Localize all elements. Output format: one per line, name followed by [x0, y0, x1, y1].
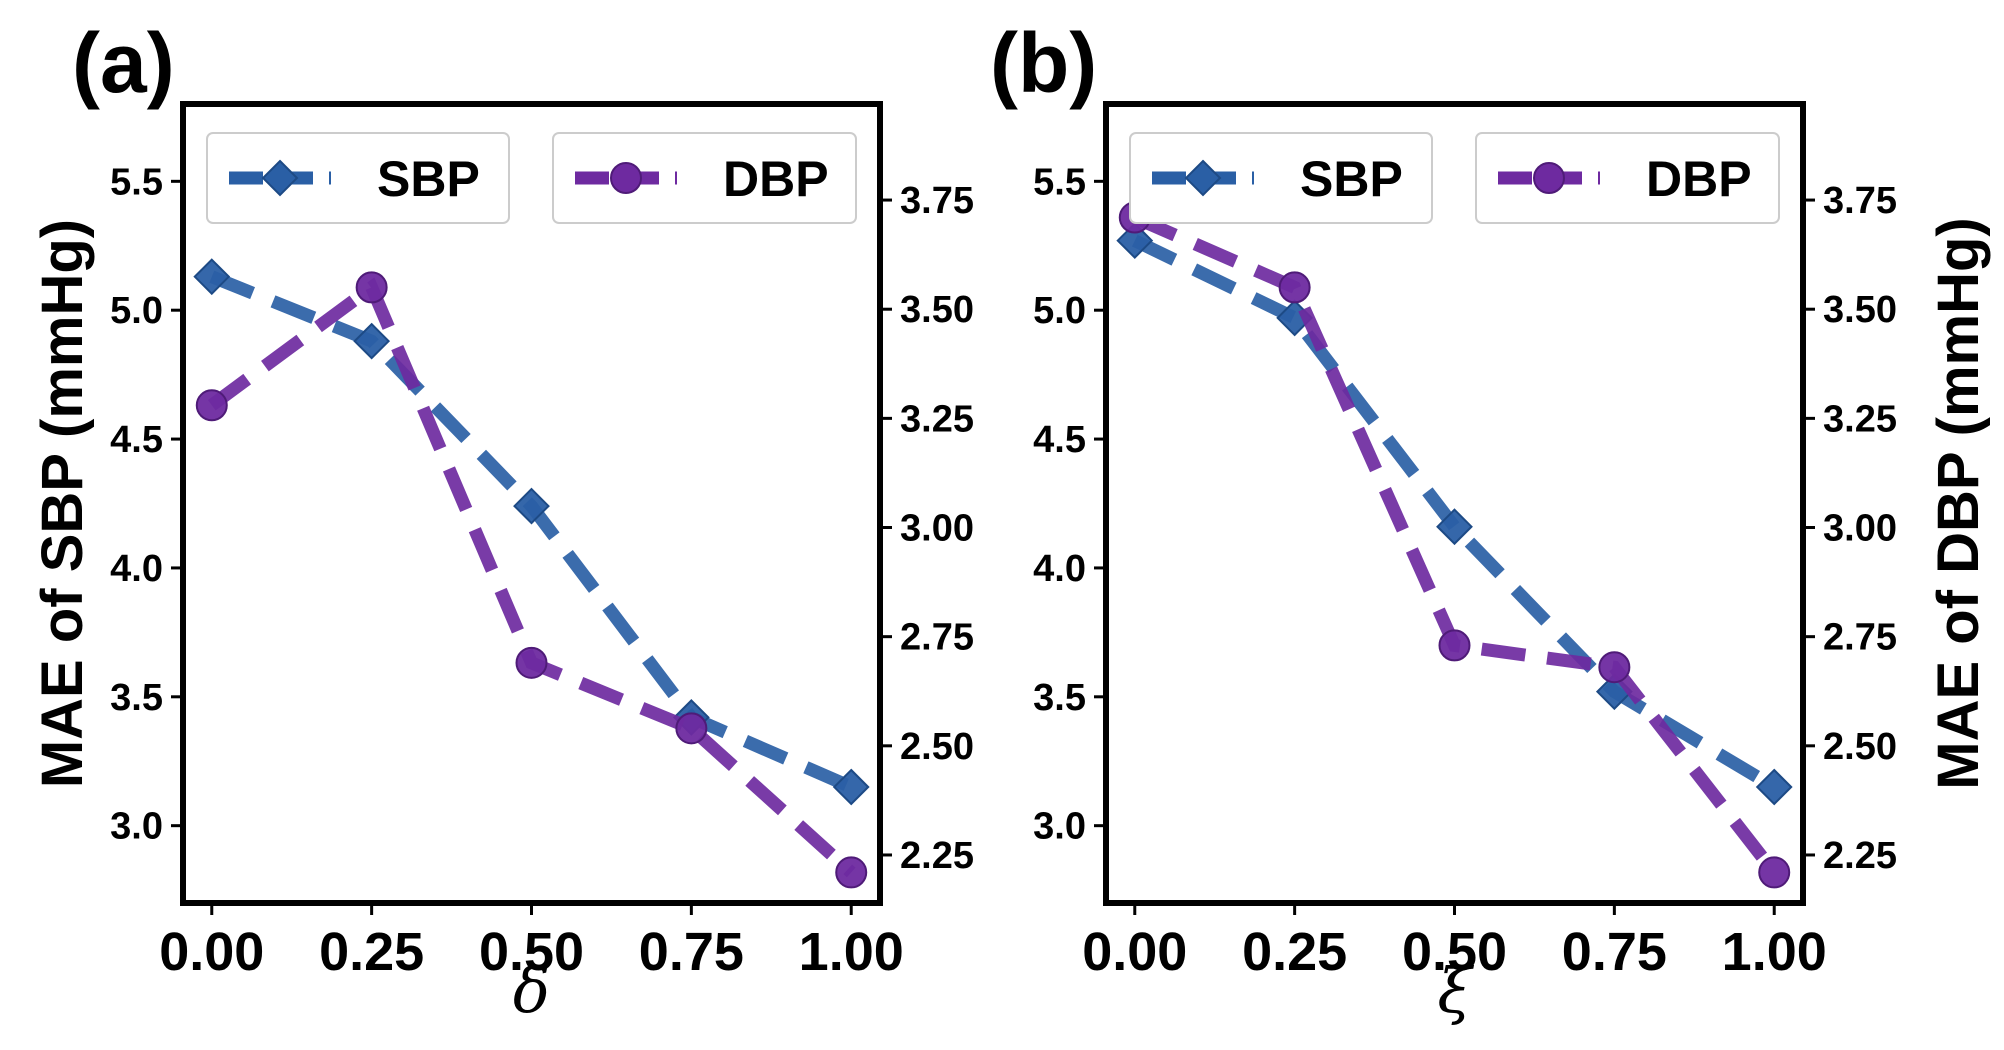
panel-label: (a) [72, 16, 175, 110]
data-point-sbp [832, 768, 870, 806]
y-left-tick-label: 4.5 [1033, 419, 1086, 461]
y-right-tick-label: 2.50 [900, 726, 974, 768]
legend-box-sbp [1129, 132, 1433, 224]
y-left-tick-label: 3.5 [110, 677, 163, 719]
legend-box-sbp [206, 132, 510, 224]
x-tick-label: 0.25 [1242, 922, 1347, 982]
y-left-tick-label: 5.5 [1033, 161, 1086, 203]
x-tick-label: 0.00 [159, 922, 264, 982]
data-point-dbp [675, 712, 708, 745]
data-point-sbp [353, 322, 391, 360]
y-right-tick-label: 3.50 [900, 289, 974, 331]
plot-frame [1103, 101, 1806, 906]
y-left-tick-label: 4.0 [1033, 548, 1086, 590]
y-right-tick-label: 3.00 [900, 508, 974, 550]
y-left-tick-label: 5.0 [1033, 290, 1086, 332]
legend-label-sbp: SBP [377, 151, 480, 207]
y-right-tick-label: 3.50 [1823, 289, 1897, 331]
y-right-tick-label: 3.25 [900, 398, 974, 440]
data-point-dbp [1438, 629, 1471, 662]
legend-label-sbp: SBP [1300, 151, 1403, 207]
y-left-tick-label: 5.5 [110, 161, 163, 203]
legend-label-dbp: DBP [1646, 151, 1752, 207]
panel-a: (a) 3.0 3.5 4.0 4.5 5.0 5.5 2.25 2.50 2.75 3.00 3.2… [30, 16, 974, 1027]
x-tick-label: 0.50 [1402, 922, 1507, 982]
y-right-tick-label: 2.50 [1823, 726, 1897, 768]
data-point-dbp [1598, 651, 1631, 684]
data-point-dbp [1278, 271, 1311, 304]
y-left-tick-label: 4.0 [110, 548, 163, 590]
y-axis-label-right: MAE of DBP (mmHg) [1926, 217, 1991, 789]
y-right-tick-label: 2.25 [900, 835, 974, 877]
y-right-tick-label: 2.75 [900, 617, 974, 659]
data-point-sbp [1116, 222, 1154, 260]
series-line-dbp [207, 277, 856, 878]
legend-label-dbp: DBP [723, 151, 829, 207]
data-point-sbp [1436, 508, 1473, 546]
legend-box-dbp [1475, 132, 1780, 224]
legend-marker-diamond [1184, 159, 1222, 197]
panel-b: (b) 3.0 3.5 4.0 4.5 5.0 5.5 2.25 2.50 2.75 3.00 3.2… [990, 16, 1991, 1027]
x-axis-label: δ [513, 954, 550, 1027]
x-tick-label: 0.50 [479, 922, 584, 982]
y-right-tick-label: 2.25 [1823, 835, 1897, 877]
y-left-tick-label: 4.5 [110, 419, 163, 461]
data-point-dbp [1758, 856, 1791, 889]
x-tick-label: 0.75 [1562, 922, 1667, 982]
x-tick-label: 1.00 [799, 922, 904, 982]
y-left-tick-label: 3.0 [110, 806, 163, 848]
legend-marker-circle [1533, 162, 1565, 194]
y-left-tick-label: 3.0 [1033, 806, 1086, 848]
data-point-sbp [513, 487, 550, 525]
data-point-sbp [1755, 768, 1793, 806]
series-line-sbp [209, 270, 854, 793]
plot-frame [180, 101, 883, 906]
data-point-dbp [835, 856, 868, 889]
y-left-tick-label: 3.5 [1033, 677, 1086, 719]
data-point-dbp [355, 271, 388, 304]
series-line-sbp [1131, 234, 1778, 793]
x-axis-label: ξ [1437, 954, 1474, 1027]
legend-marker-circle [610, 162, 642, 194]
x-tick-label: 1.00 [1722, 922, 1827, 982]
x-tick-label: 0.75 [639, 922, 744, 982]
legend-box-dbp [552, 132, 857, 224]
panel-label: (b) [990, 16, 1097, 110]
data-point-dbp [515, 646, 548, 679]
x-tick-label: 0.00 [1082, 922, 1187, 982]
y-right-tick-label: 3.75 [1823, 180, 1897, 222]
y-left-tick-label: 5.0 [110, 290, 163, 332]
data-point-dbp [195, 389, 228, 422]
y-right-tick-label: 3.25 [1823, 398, 1897, 440]
data-point-sbp [193, 258, 231, 296]
legend-marker-diamond [261, 159, 299, 197]
y-right-tick-label: 3.00 [1823, 508, 1897, 550]
y-axis-label-left: MAE of SBP (mmHg) [30, 219, 95, 788]
y-right-tick-label: 3.75 [900, 180, 974, 222]
y-right-tick-label: 2.75 [1823, 617, 1897, 659]
x-tick-label: 0.25 [319, 922, 424, 982]
